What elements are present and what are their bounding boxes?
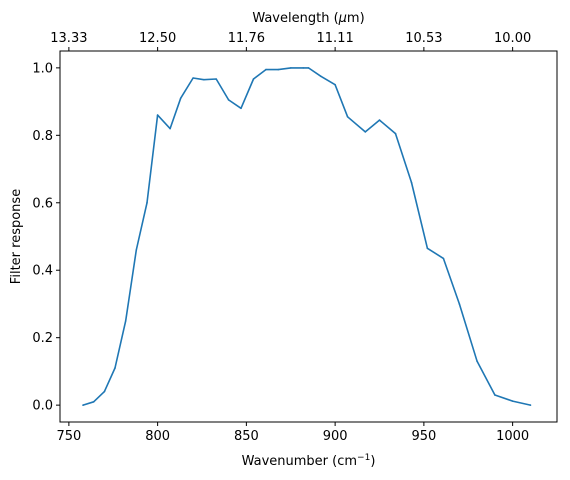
y-tick-label: 0.0 <box>32 399 53 414</box>
x-tick-label: 750 <box>56 429 81 444</box>
data-point <box>426 247 429 250</box>
data-point <box>320 75 322 78</box>
data-point <box>494 394 496 396</box>
x-tick-label: 1000 <box>496 429 529 444</box>
top-x-ticks: 13.33 12.50 11.76 11.11 10.53 10.00 <box>50 31 531 51</box>
data-point <box>334 83 336 86</box>
series-layer <box>82 67 532 406</box>
data-point <box>169 127 171 130</box>
x-tick-label: 800 <box>145 429 170 444</box>
data-point <box>179 97 182 99</box>
plot-area <box>60 51 557 422</box>
top-x-tick-label: 11.11 <box>317 31 354 46</box>
bottom-x-ticks: 750 800 850 900 950 1000 <box>56 422 529 444</box>
top-x-axis-label: Wavelength (μm) <box>252 11 364 26</box>
data-point <box>458 303 461 305</box>
data-point <box>215 78 217 80</box>
data-point <box>146 202 148 204</box>
data-point <box>511 400 514 402</box>
data-point <box>203 78 205 81</box>
y-axis-label: Filter response <box>9 189 24 284</box>
data-point <box>277 68 280 71</box>
data-point <box>103 390 106 393</box>
x-tick-label: 900 <box>323 429 348 444</box>
top-x-tick-label: 13.33 <box>50 31 87 46</box>
y-tick-label: 0.2 <box>32 331 53 346</box>
y-tick-label: 0.4 <box>32 264 53 279</box>
data-point <box>476 360 478 363</box>
x-axis-label: Wavenumber (cm−1) <box>242 453 376 469</box>
top-x-tick-label: 12.50 <box>139 31 176 46</box>
y-tick-label: 1.0 <box>32 61 53 76</box>
data-point <box>346 116 349 118</box>
top-x-tick-label: 10.53 <box>405 31 442 46</box>
data-point <box>240 107 242 110</box>
data-point <box>124 320 127 322</box>
data-point <box>135 249 138 251</box>
y-ticks: 0.0 0.2 0.4 0.6 0.8 1.0 <box>32 61 60 414</box>
data-point <box>192 77 194 79</box>
top-x-tick-label: 10.00 <box>494 31 531 46</box>
data-point <box>252 78 255 80</box>
data-point <box>290 67 292 69</box>
data-point <box>394 132 397 135</box>
data-point <box>82 404 84 406</box>
data-point <box>302 67 305 69</box>
data-point <box>442 257 445 260</box>
data-point <box>410 181 413 184</box>
data-point <box>92 401 95 403</box>
data-point <box>364 131 367 133</box>
x-tick-label: 850 <box>234 429 259 444</box>
top-x-tick-label: 11.76 <box>228 31 265 46</box>
data-point <box>378 119 381 121</box>
data-point <box>156 114 159 116</box>
data-point <box>307 67 310 69</box>
data-point <box>114 367 116 369</box>
y-tick-label: 0.8 <box>32 129 53 144</box>
data-point <box>529 404 532 406</box>
plot-frame <box>59 50 558 423</box>
x-tick-label: 950 <box>411 429 436 444</box>
data-point <box>265 68 267 71</box>
y-tick-label: 0.6 <box>32 196 53 211</box>
data-point <box>227 99 230 101</box>
